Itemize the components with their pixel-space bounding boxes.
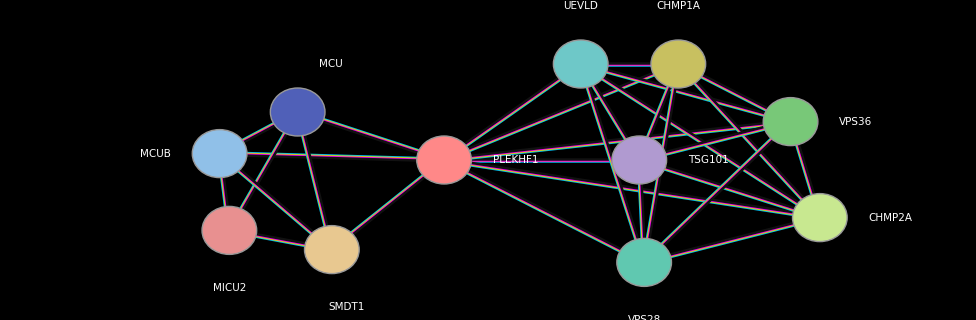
Ellipse shape — [202, 206, 257, 254]
Text: CHMP2A: CHMP2A — [869, 212, 913, 223]
Ellipse shape — [793, 194, 847, 242]
Ellipse shape — [417, 136, 471, 184]
Text: VPS28: VPS28 — [628, 315, 661, 320]
Text: CHMP1A: CHMP1A — [656, 1, 701, 11]
Text: MCU: MCU — [319, 59, 343, 69]
Ellipse shape — [553, 40, 608, 88]
Text: VPS36: VPS36 — [839, 116, 873, 127]
Ellipse shape — [763, 98, 818, 146]
Ellipse shape — [651, 40, 706, 88]
Text: TSG101: TSG101 — [688, 155, 729, 165]
Text: UEVLD: UEVLD — [563, 1, 598, 11]
Text: MCUB: MCUB — [140, 148, 171, 159]
Ellipse shape — [612, 136, 667, 184]
Ellipse shape — [617, 238, 671, 286]
Ellipse shape — [305, 226, 359, 274]
Text: MICU2: MICU2 — [213, 283, 246, 293]
Text: SMDT1: SMDT1 — [328, 302, 365, 312]
Text: PLEKHF1: PLEKHF1 — [493, 155, 539, 165]
Ellipse shape — [270, 88, 325, 136]
Ellipse shape — [192, 130, 247, 178]
